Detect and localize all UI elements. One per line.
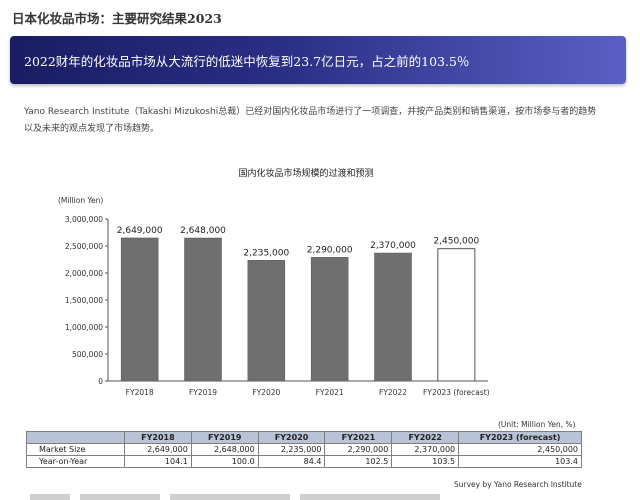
y-tick-label: 1,500,000 [65,296,103,305]
y-tick-label: 500,000 [72,350,103,359]
table-cell: 102.5 [324,455,393,468]
table-header-cell: FY2023 (forecast) [458,431,582,444]
headline-banner: 2022财年的化妆品市场从大流行的低迷中恢复到23.7亿日元，占之前的103.5… [10,36,626,84]
y-tick-label: 2,000,000 [65,269,103,278]
y-tick-label: 0 [98,377,103,386]
x-tick-label: FY2019 [189,388,217,397]
bar-value-label: 2,649,000 [117,226,163,236]
table-row: Year-on-Year 104.1 100.0 84.4 102.5 103.… [26,455,582,468]
table-cell: 100.0 [190,455,259,468]
table-cell: 2,370,000 [391,443,460,456]
table-cell: 2,235,000 [257,443,326,456]
x-tick-label: FY2020 [252,388,280,397]
y-tick-label: 3,000,000 [65,215,103,224]
table-cell: 103.5 [391,455,460,468]
bar-value-label: 2,235,000 [243,248,289,258]
table-cell: 2,290,000 [324,443,393,456]
table-row-label: Market Size [26,443,125,456]
bar [437,248,476,382]
intro-paragraph: Yano Research Institute（Takashi Mizukosh… [24,107,597,134]
page-title: 日本化妆品市场：主要研究结果2023 [12,11,222,26]
y-tick-label: 2,500,000 [65,242,103,251]
y-tick-label: 1,000,000 [65,323,103,332]
x-tick-label: FY2023 (forecast) [423,388,490,397]
table-cell: 104.1 [124,455,192,468]
table-row: Market Size 2,649,000 2,648,000 2,235,00… [26,443,582,456]
table-cell: 2,648,000 [190,443,259,456]
source-note: Survey by Yano Research Institute [454,480,582,489]
x-tick-label: FY2021 [316,388,344,397]
bar-value-label: 2,370,000 [370,241,416,251]
table-unit-note: (Unit: Million Yen, %) [498,420,576,429]
bar-value-label: 2,290,000 [307,245,353,255]
table-row-label: Year-on-Year [26,455,125,468]
headline-text: 2022财年的化妆品市场从大流行的低迷中恢复到23.7亿日元，占之前的103.5… [24,53,470,69]
cut-off-text-line [30,494,440,500]
x-tick-label: FY2018 [126,388,154,397]
market-size-table: FY2018 FY2019 FY2020 FY2021 FY2022 FY202… [26,431,582,468]
table-cell: 2,450,000 [458,443,582,456]
bar [374,252,412,382]
bar [247,260,286,382]
table-header-cell: FY2018 [124,431,192,444]
bar [310,257,349,382]
table-cell: 84.4 [257,455,326,468]
table-header-row: FY2018 FY2019 FY2020 FY2021 FY2022 FY202… [26,431,582,444]
bar-value-label: 2,648,000 [180,226,226,236]
market-size-bar-chart: 国内化妆品市场规模的过渡和预测 (Million Yen) 0 500,000 1,00… [58,167,490,397]
table-header-cell: FY2020 [257,431,326,444]
table-header-cell: FY2021 [324,431,393,444]
table-corner-cell [26,431,125,444]
table-header-cell: FY2019 [190,431,259,444]
table-cell: 103.4 [458,455,582,468]
table-header-cell: FY2022 [391,431,460,444]
bar [120,237,159,382]
bar-value-label: 2,450,000 [433,237,479,247]
y-axis-label: (Million Yen) [58,196,103,205]
bar [184,237,222,382]
table-cell: 2,649,000 [124,443,192,456]
chart-title: 国内化妆品市场规模的过渡和预测 [238,167,373,179]
x-tick-label: FY2022 [379,388,407,397]
